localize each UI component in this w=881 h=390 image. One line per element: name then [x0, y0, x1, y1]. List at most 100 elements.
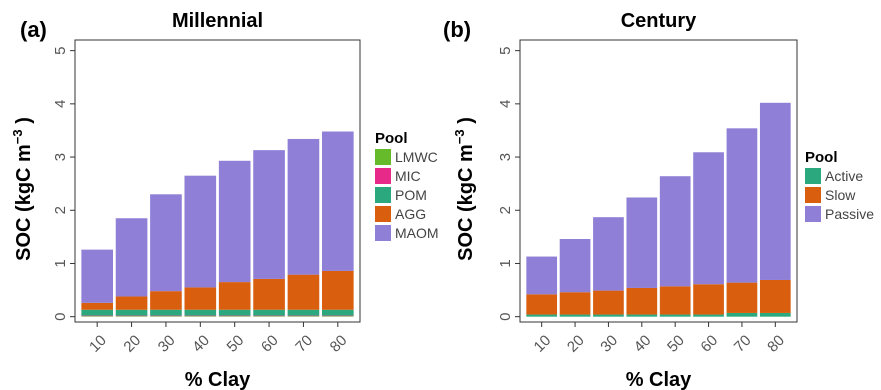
bar-maom-80: [322, 131, 354, 271]
bar-slow-70: [726, 282, 758, 313]
bar-maom-40: [184, 175, 217, 288]
y-tick-label: 0: [52, 313, 69, 321]
bar-passive-70: [726, 128, 758, 283]
bar-agg-20: [115, 296, 148, 310]
legend-swatch-agg: [375, 206, 391, 222]
bar-slow-10: [526, 294, 558, 315]
legend-swatch-passive: [805, 206, 821, 222]
legend-label-active: Active: [825, 168, 863, 184]
legend-title: Pool: [805, 149, 838, 166]
panel-label: (b): [443, 17, 471, 42]
bar-pom-50: [218, 309, 251, 316]
bar-mic-50: [218, 315, 251, 317]
legend-label-passive: Passive: [825, 206, 874, 222]
legend: Pool Active Slow Passive: [805, 149, 874, 222]
y-tick-label: 5: [497, 46, 514, 54]
x-tick-label: 10: [531, 332, 555, 356]
y-tick-label: 2: [52, 206, 69, 214]
bar-active-20: [559, 314, 591, 317]
y-axis-title: SOC (kgC m−3 ): [452, 117, 477, 261]
y-axis-title: SOC (kgC m−3 ): [10, 117, 35, 261]
bar-slow-40: [626, 287, 658, 315]
bar-pom-10: [81, 309, 113, 316]
bar-mic-40: [184, 315, 217, 317]
bar-lmwc-50: [218, 316, 251, 317]
bar-active-70: [726, 312, 758, 317]
bar-passive-10: [526, 256, 558, 295]
bar-slow-30: [593, 290, 624, 315]
x-tick-label: 10: [86, 332, 110, 356]
bar-mic-70: [287, 315, 320, 317]
bar-lmwc-20: [115, 316, 148, 317]
bar-agg-70: [287, 274, 320, 310]
x-tick-label: 70: [292, 332, 316, 356]
chart-title: Century: [621, 10, 697, 32]
y-tick-label: 2: [497, 206, 514, 214]
y-tick-label: 4: [497, 100, 514, 108]
legend-swatch-active: [805, 168, 821, 184]
legend-swatch-lmwc: [375, 149, 391, 165]
bar-passive-40: [626, 197, 658, 288]
legend-label-pom: POM: [395, 187, 427, 203]
bar-active-40: [626, 314, 658, 317]
bar-agg-40: [184, 287, 217, 310]
bar-maom-30: [150, 194, 182, 292]
bar-active-80: [759, 312, 791, 317]
bar-maom-10: [81, 249, 113, 303]
bar-agg-10: [81, 302, 113, 310]
bar-lmwc-40: [184, 316, 217, 317]
y-tick-label: 1: [52, 259, 69, 267]
panel-label: (a): [20, 17, 47, 42]
bar-passive-50: [659, 176, 691, 287]
bar-pom-80: [322, 309, 354, 316]
legend-swatch-maom: [375, 225, 391, 241]
legend-swatch-mic: [375, 168, 391, 184]
bar-lmwc-30: [150, 316, 182, 317]
bar-mic-80: [322, 315, 354, 317]
bar-pom-40: [184, 309, 217, 316]
x-tick-label: 70: [731, 332, 755, 356]
bar-pom-60: [253, 309, 285, 316]
y-tick-label: 4: [52, 100, 69, 108]
x-tick-label: 40: [189, 332, 213, 356]
y-tick-label: 5: [52, 46, 69, 54]
bar-active-30: [593, 314, 624, 317]
chart-panel-b: (b) Century 0 1 2 3 4 5 SOC (kgC m−3 ) 10 20 30 40 50…: [443, 10, 874, 390]
bar-active-10: [526, 314, 558, 317]
bar-agg-80: [322, 270, 354, 310]
bar-slow-60: [693, 284, 724, 315]
bar-maom-70: [287, 138, 320, 275]
x-tick-label: 20: [564, 332, 588, 356]
y-tick-label: 1: [497, 259, 514, 267]
bar-slow-50: [659, 286, 691, 315]
x-tick-label: 50: [664, 332, 688, 356]
bar-mic-20: [115, 315, 148, 317]
legend-swatch-slow: [805, 187, 821, 203]
bar-lmwc-70: [287, 316, 320, 317]
legend-label-slow: Slow: [825, 187, 856, 203]
bar-slow-80: [759, 279, 791, 313]
bar-agg-30: [150, 291, 182, 310]
bar-agg-50: [218, 282, 251, 310]
legend-label-agg: AGG: [395, 206, 426, 222]
legend-swatch-pom: [375, 187, 391, 203]
legend-label-maom: MAOM: [395, 225, 439, 241]
bar-mic-60: [253, 315, 285, 317]
x-tick-label: 40: [631, 332, 655, 356]
bar-passive-20: [559, 238, 591, 293]
bar-pom-70: [287, 309, 320, 316]
x-tick-label: 80: [327, 332, 351, 356]
x-axis-title: % Clay: [626, 369, 692, 390]
x-tick-label: 30: [155, 332, 179, 356]
bar-slow-20: [559, 292, 591, 315]
legend-title: Pool: [375, 130, 408, 147]
y-tick-label: 3: [497, 153, 514, 161]
bar-mic-30: [150, 315, 182, 317]
bar-lmwc-80: [322, 316, 354, 317]
bar-lmwc-60: [253, 316, 285, 317]
bar-active-60: [693, 314, 724, 317]
x-tick-label: 30: [597, 332, 621, 356]
x-tick-label: 80: [764, 332, 788, 356]
bar-agg-60: [253, 278, 285, 310]
bar-pom-30: [150, 309, 182, 316]
